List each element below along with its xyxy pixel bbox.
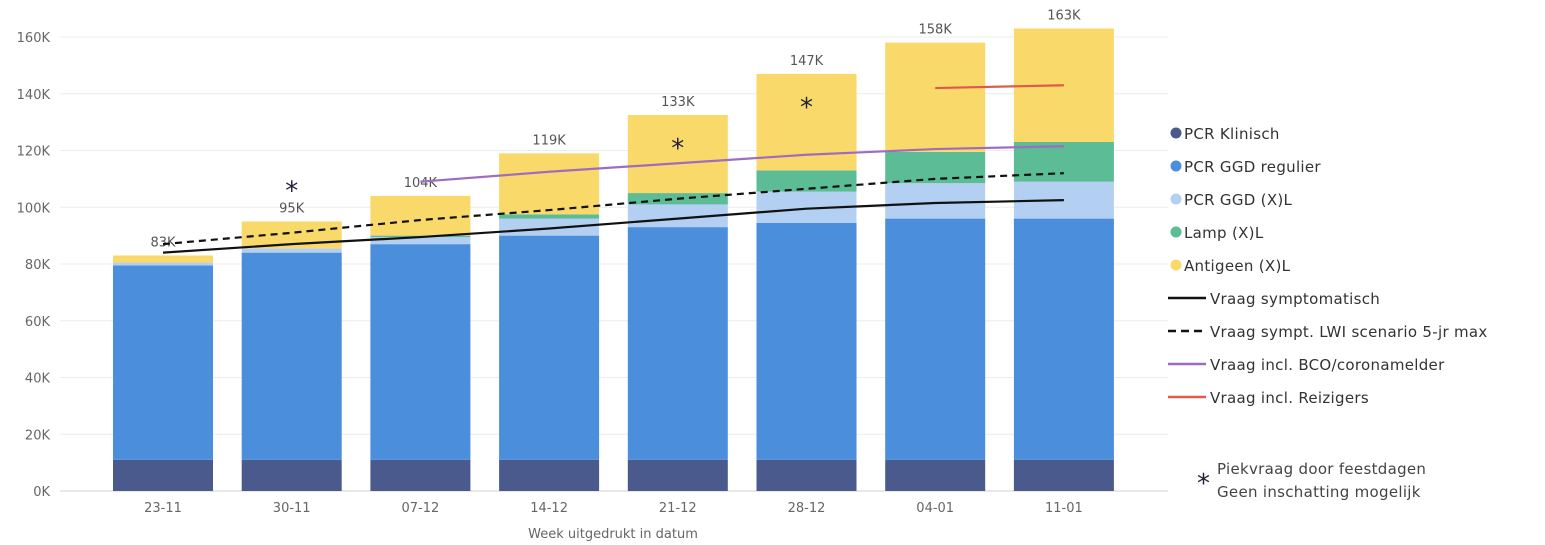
bar-segment xyxy=(1013,459,1114,491)
y-tick-label: 0K xyxy=(33,485,50,500)
bar-segment xyxy=(1013,218,1114,460)
bar-segment xyxy=(370,237,471,245)
legend-marker xyxy=(1170,259,1182,271)
bar-segment xyxy=(370,195,471,236)
bar-segment xyxy=(756,222,857,460)
bar-segment xyxy=(113,255,213,263)
bar-total-label: 163K xyxy=(1047,8,1081,23)
grid xyxy=(60,36,1168,492)
legend-marker xyxy=(1170,127,1182,139)
y-tick-label: 100K xyxy=(17,201,51,216)
bar-segment xyxy=(756,170,857,192)
annotation: * Piekvraag door feestdagen Geen inschat… xyxy=(1197,460,1426,501)
legend-label: PCR GGD regulier xyxy=(1184,158,1321,176)
bar-total-label: 83K xyxy=(150,235,176,250)
y-tick-label: 120K xyxy=(17,145,51,160)
x-tick-label: 28-12 xyxy=(788,501,826,516)
bar-segment xyxy=(113,265,213,460)
bar-segment xyxy=(627,115,728,194)
y-tick-label: 80K xyxy=(25,258,51,273)
peak-markers: * * * xyxy=(285,93,813,207)
legend-marker xyxy=(1170,160,1182,172)
annotation-line2: Geen inschatting mogelijk xyxy=(1217,483,1421,501)
peak-marker: * xyxy=(800,93,813,123)
bar-segment xyxy=(370,459,471,491)
x-tick-label: 23-11 xyxy=(144,501,182,516)
y-tick-label: 40K xyxy=(25,372,51,387)
series-line xyxy=(935,84,1064,90)
legend-marker xyxy=(1170,193,1182,205)
bar-segment xyxy=(627,459,728,491)
legend-label: Vraag sympt. LWI scenario 5-jr max xyxy=(1210,323,1488,341)
bar-segment xyxy=(499,218,600,236)
series-line xyxy=(162,172,1064,246)
x-axis-title: Week uitgedrukt in datum xyxy=(528,527,698,542)
peak-marker: * xyxy=(671,134,684,164)
x-axis-ticks: 23-11 30-11 07-12 14-12 21-12 28-12 04-01 11-01 xyxy=(144,501,1083,516)
bar-segment xyxy=(885,42,986,152)
legend-marker xyxy=(1170,226,1182,238)
bar-total-label: 95K xyxy=(279,201,305,216)
bar-segment xyxy=(756,459,857,491)
bar-segment xyxy=(370,244,471,460)
peak-marker: * xyxy=(285,176,298,206)
x-tick-label: 14-12 xyxy=(530,501,568,516)
x-tick-label: 04-01 xyxy=(916,501,954,516)
annotation-star: * xyxy=(1197,469,1210,499)
annotation-line1: Piekvraag door feestdagen xyxy=(1217,460,1426,478)
bar-segment xyxy=(885,218,986,460)
y-tick-label: 160K xyxy=(17,31,51,46)
bar-total-label: 133K xyxy=(661,95,695,110)
x-tick-label: 11-01 xyxy=(1045,501,1083,516)
y-tick-label: 20K xyxy=(25,428,51,443)
legend-label: PCR GGD (X)L xyxy=(1184,191,1293,209)
series-line xyxy=(420,145,1064,183)
legend-label: Vraag incl. Reizigers xyxy=(1210,389,1369,407)
bar-total-label: 147K xyxy=(790,54,824,69)
x-tick-label: 21-12 xyxy=(659,501,697,516)
bar-segment xyxy=(241,252,342,460)
x-tick-label: 07-12 xyxy=(402,501,440,516)
bar-segment xyxy=(885,183,986,219)
bar-total-label: 104K xyxy=(404,176,438,191)
demand-lines xyxy=(162,84,1064,254)
series-line xyxy=(162,199,1064,254)
y-tick-label: 60K xyxy=(25,315,51,330)
bar-segment xyxy=(627,227,728,460)
legend-label: Vraag incl. BCO/coronamelder xyxy=(1210,356,1445,374)
bar-segment xyxy=(885,459,986,491)
legend-label: Lamp (X)L xyxy=(1184,224,1264,242)
legend-label: Vraag symptomatisch xyxy=(1210,290,1380,308)
y-axis-ticks: 0K 20K 40K 60K 80K 100K 120K 140K 160K xyxy=(17,31,51,500)
bar-totals: 83K 95K 104K 119K 133K 147K 158K 163K xyxy=(150,8,1081,250)
bar-segment xyxy=(113,262,213,266)
bar-total-label: 158K xyxy=(919,23,953,38)
legend-label: Antigeen (X)L xyxy=(1184,257,1291,275)
legend-label: PCR Klinisch xyxy=(1184,125,1280,143)
bars xyxy=(113,28,1114,491)
bar-segment xyxy=(499,235,600,460)
bar-segment xyxy=(499,214,600,219)
legend: PCR Klinisch PCR GGD regulier PCR GGD (X)L… xyxy=(1168,125,1488,407)
x-tick-label: 30-11 xyxy=(273,501,311,516)
bar-total-label: 119K xyxy=(532,133,566,148)
bar-segment xyxy=(241,248,342,253)
bar-segment xyxy=(499,459,600,491)
bar-segment xyxy=(241,459,342,491)
y-tick-label: 140K xyxy=(17,88,51,103)
bar-segment xyxy=(499,153,600,215)
bar-segment xyxy=(113,459,213,491)
